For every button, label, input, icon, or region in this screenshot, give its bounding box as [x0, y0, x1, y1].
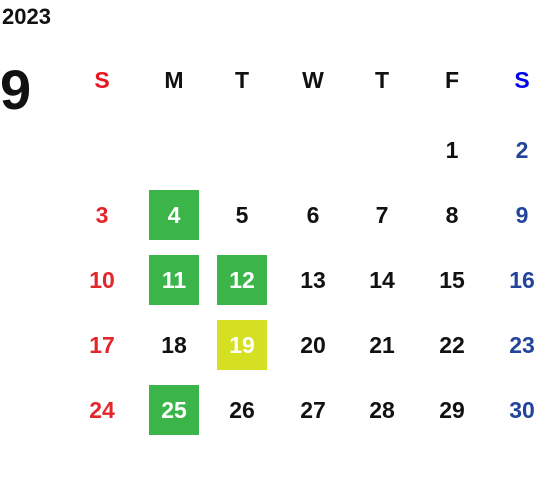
day: 22: [439, 331, 465, 358]
weekday-header: M: [164, 66, 184, 93]
month: 9: [0, 58, 32, 121]
day: 7: [375, 201, 389, 228]
day: 10: [89, 266, 115, 293]
highlighted-day: 4: [149, 190, 199, 240]
day: 15: [439, 266, 465, 293]
weekday-header: W: [302, 66, 324, 93]
year: 2023: [2, 4, 51, 29]
weekday-header: F: [444, 66, 460, 93]
highlighted-day: 12: [217, 255, 267, 305]
day: 1: [445, 136, 459, 163]
day: 21: [369, 331, 395, 358]
day: 17: [89, 331, 115, 358]
day: 2: [515, 136, 529, 163]
highlighted-day: 11: [149, 255, 199, 305]
day: 28: [369, 396, 395, 423]
day: 29: [439, 396, 465, 423]
highlighted-day: 25: [149, 385, 199, 435]
day: 23: [509, 331, 535, 358]
weekday-header: T: [374, 66, 390, 93]
day: 6: [306, 201, 320, 228]
day: 18: [161, 331, 187, 358]
day: 14: [369, 266, 395, 293]
weekday-header: S: [514, 66, 530, 93]
highlighted-day: 19: [217, 320, 267, 370]
day: 26: [229, 396, 255, 423]
day: 8: [445, 201, 459, 228]
day: 16: [509, 266, 535, 293]
weekday-header: T: [234, 66, 250, 93]
day: 5: [235, 201, 249, 228]
day: 13: [300, 266, 326, 293]
day: 20: [300, 331, 326, 358]
day: 30: [509, 396, 535, 423]
day: 24: [89, 396, 115, 423]
day: 27: [300, 396, 326, 423]
day: 9: [515, 201, 529, 228]
weekday-header: S: [94, 66, 110, 93]
day: 3: [95, 201, 109, 228]
